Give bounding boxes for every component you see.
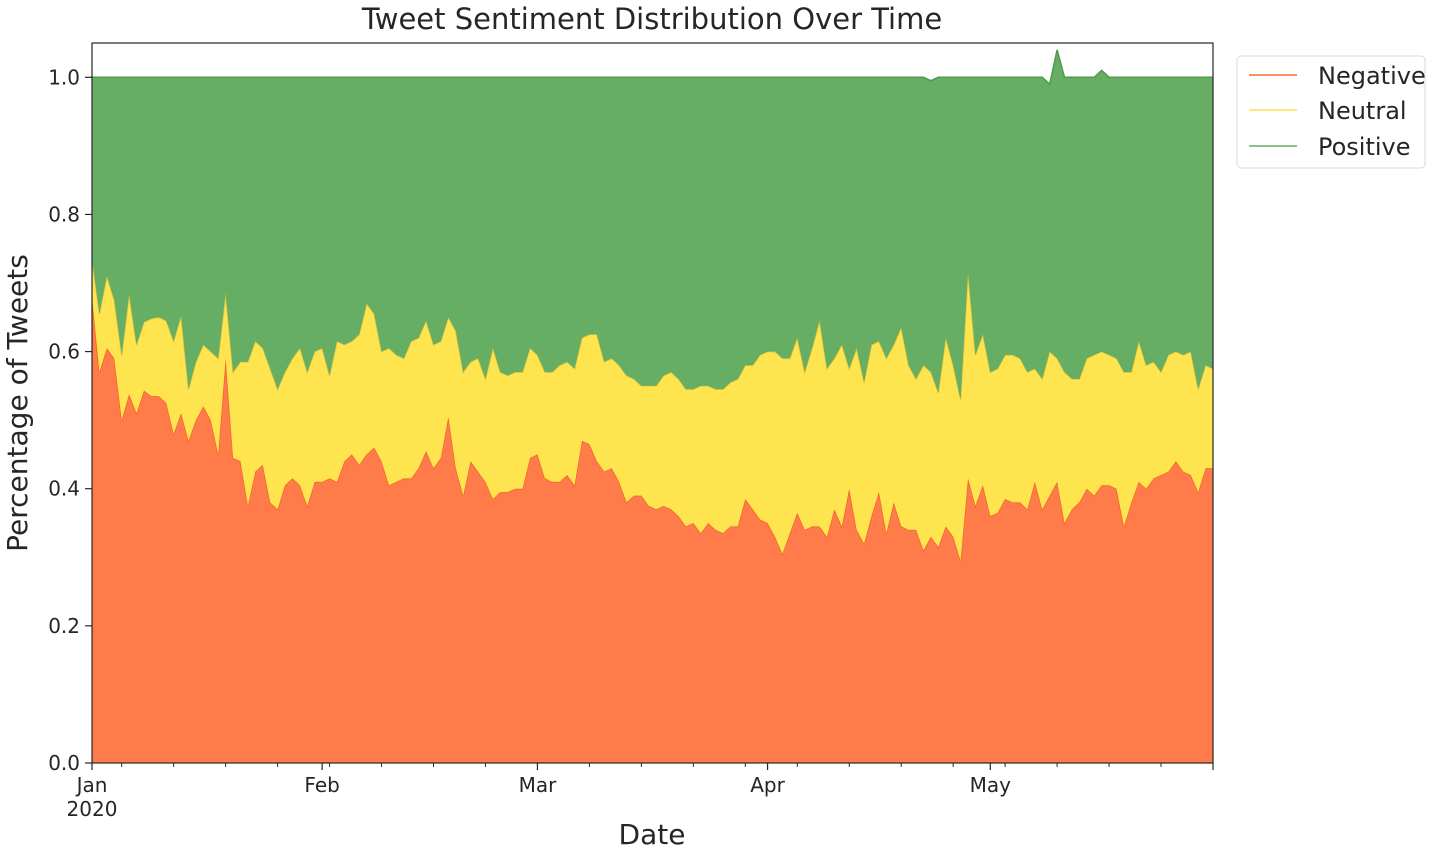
x-tick-label: Feb (304, 773, 339, 797)
x-tick-label: May (970, 773, 1012, 797)
legend-label-negative: Negative (1318, 62, 1426, 90)
area-positive (92, 49, 1213, 400)
y-tick-label: 0.4 (48, 477, 80, 501)
legend-box (1236, 55, 1426, 169)
y-axis-title: Percentage of Tweets (1, 254, 34, 552)
plot-area (91, 49, 1214, 763)
line-positive (92, 49, 1213, 86)
y-axis: 0.0 0.2 0.4 0.6 0.8 1.0 (48, 65, 92, 775)
y-tick-label: 0.8 (48, 202, 80, 226)
x-axis-title: Date (619, 818, 686, 851)
plot-frame (91, 42, 1214, 764)
y-tick-label: 0.6 (48, 340, 80, 364)
x-tick-sublabel: 2020 (67, 797, 118, 821)
y-tick-label: 0.0 (48, 751, 80, 775)
area-negative (92, 296, 1213, 763)
legend: Negative Neutral Positive (1236, 55, 1426, 169)
x-tick-label: Jan (75, 773, 108, 797)
legend-label-neutral: Neutral (1318, 97, 1407, 125)
area-neutral (92, 259, 1213, 561)
x-tick-label: Apr (750, 773, 785, 797)
y-tick-label: 1.0 (48, 65, 80, 89)
y-tick-label: 0.2 (48, 614, 80, 638)
chart-title: Tweet Sentiment Distribution Over Time (361, 2, 942, 36)
x-tick-label: Mar (519, 773, 558, 797)
legend-label-positive: Positive (1318, 133, 1411, 161)
